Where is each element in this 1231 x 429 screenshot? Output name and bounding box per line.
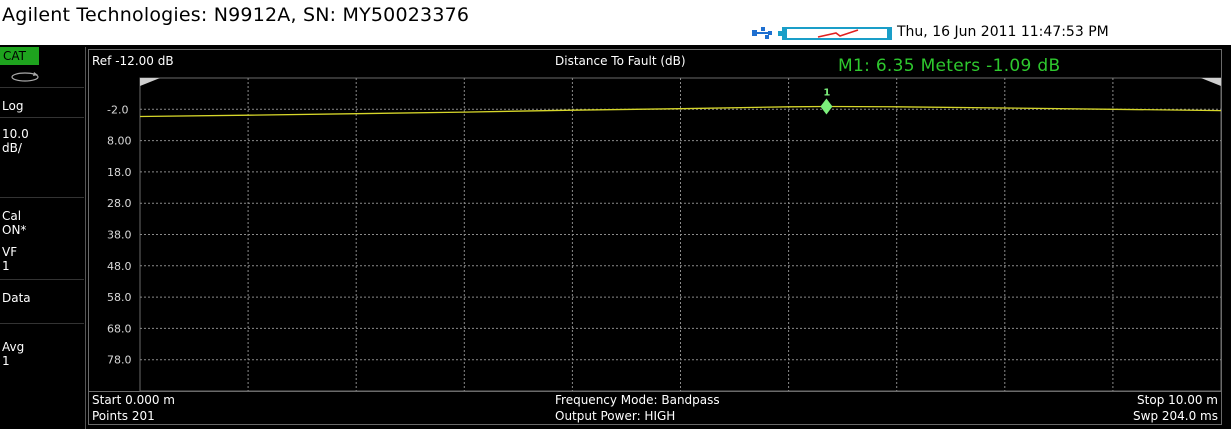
start-distance[interactable]: Start 0.000 m (92, 393, 175, 407)
y-tick-label: 18.0 (107, 166, 132, 179)
trace-title: Distance To Fault (dB) (555, 54, 686, 68)
vf-label[interactable]: VF (2, 245, 18, 259)
reference-level-label[interactable]: Ref -12.00 dB (92, 54, 174, 68)
y-tick-label: 78.0 (107, 354, 132, 367)
divider (0, 87, 84, 88)
avg-value: 1 (2, 354, 10, 368)
marker-number: 1 (823, 87, 830, 98)
date-time: Thu, 16 Jun 2011 11:47:53 PM (897, 24, 1109, 40)
cal-label[interactable]: Cal (2, 209, 22, 223)
scale-value-label[interactable]: 10.0 (2, 127, 29, 141)
y-tick-label: -2.0 (107, 103, 128, 116)
usb-icon (752, 27, 772, 39)
rotate-icon[interactable] (10, 71, 40, 83)
divider (0, 279, 84, 280)
battery-icon (778, 27, 892, 40)
app-title: Agilent Technologies: N9912A, SN: MY5002… (2, 4, 470, 26)
points-count[interactable]: Points 201 (92, 409, 155, 423)
trace-series (139, 105, 1222, 118)
footer-divider (88, 391, 1222, 392)
divider (0, 197, 84, 198)
marker-readout: M1: 6.35 Meters -1.09 dB (838, 56, 1061, 76)
y-tick-label: 38.0 (107, 229, 132, 242)
mode-badge[interactable]: CAT (0, 47, 39, 65)
y-tick-labels: -2.0 8.00 18.0 28.0 38.0 48.0 58.0 68.0 78.0 (107, 103, 132, 366)
divider (0, 323, 84, 324)
y-tick-label: 58.0 (107, 291, 132, 304)
stop-distance[interactable]: Stop 10.00 m (1137, 393, 1218, 407)
scale-unit-label: dB/ (2, 141, 22, 155)
frame-corner-right (1201, 78, 1221, 86)
marker-diamond (820, 98, 833, 115)
title-bar: Agilent Technologies: N9912A, SN: MY5002… (0, 0, 1231, 45)
frame-corner-left (140, 78, 160, 86)
left-sidebar: CAT Log 10.0 dB/ Cal ON* VF 1 Data Avg 1 (0, 47, 86, 429)
y-tick-label: 8.00 (107, 135, 132, 148)
y-tick-label: 28.0 (107, 197, 132, 210)
y-tick-label: 48.0 (107, 260, 132, 273)
vf-value: 1 (2, 259, 10, 273)
trace-line (139, 105, 1222, 118)
scale-type-label[interactable]: Log (2, 99, 24, 113)
y-tick-label: 68.0 (107, 322, 132, 335)
data-label[interactable]: Data (2, 291, 31, 305)
divider (0, 117, 84, 118)
avg-label[interactable]: Avg (2, 340, 25, 354)
grid (139, 77, 1222, 392)
cal-state: ON* (2, 223, 27, 237)
sweep-time: Swp 204.0 ms (1133, 409, 1218, 423)
markers: 1 (820, 87, 833, 115)
output-power: Output Power: HIGH (555, 409, 676, 423)
frequency-mode: Frequency Mode: Bandpass (555, 393, 720, 407)
